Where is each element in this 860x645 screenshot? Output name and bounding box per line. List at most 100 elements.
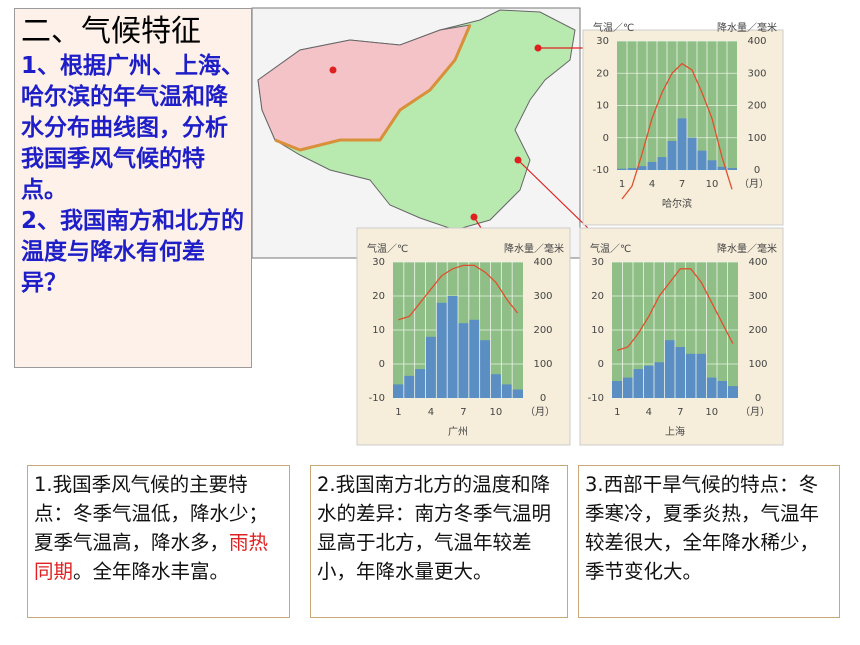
bar bbox=[414, 369, 426, 398]
x-tick-label: 1 bbox=[614, 407, 620, 418]
y2-tick-label: 100 bbox=[533, 359, 552, 370]
chart-title: 广州 bbox=[448, 426, 468, 438]
bar bbox=[675, 347, 686, 398]
y-tick-label: 10 bbox=[591, 325, 604, 336]
bar bbox=[657, 157, 667, 170]
bar bbox=[617, 168, 627, 170]
y2-tick-label: 300 bbox=[747, 68, 766, 79]
answer-text: 2.我国南方北方的温度和降水的差异：南方冬季气温明显高于北方，气温年较差小，年降… bbox=[317, 473, 552, 583]
x-tick-label: 10 bbox=[705, 407, 718, 418]
y-tick-label: 0 bbox=[379, 359, 385, 370]
bar bbox=[727, 168, 737, 170]
bar bbox=[697, 150, 707, 170]
chart-title: 哈尔滨 bbox=[662, 197, 692, 210]
bar bbox=[393, 384, 404, 398]
y-tick-label: 20 bbox=[591, 291, 604, 302]
y-axis-label: 气温／℃ bbox=[367, 242, 408, 255]
y-axis-label: 气温／℃ bbox=[590, 242, 631, 255]
bar bbox=[654, 362, 665, 398]
x-unit: （月） bbox=[739, 178, 769, 190]
y-tick-label: 30 bbox=[596, 36, 609, 47]
bar bbox=[447, 296, 458, 398]
y2-tick-label: 0 bbox=[754, 165, 760, 176]
y2-tick-label: 400 bbox=[533, 257, 552, 268]
y2-tick-label: 0 bbox=[540, 393, 546, 404]
bar bbox=[633, 369, 644, 398]
y-tick-label: 0 bbox=[598, 359, 604, 370]
y-axis-label: 气温／℃ bbox=[593, 21, 634, 34]
x-tick-label: 10 bbox=[706, 179, 719, 190]
y2-tick-label: 400 bbox=[747, 36, 766, 47]
y-tick-label: -10 bbox=[588, 393, 604, 404]
y-tick-label: 20 bbox=[596, 68, 609, 79]
y2-tick-label: 0 bbox=[755, 393, 761, 404]
y2-tick-label: 300 bbox=[748, 291, 767, 302]
x-tick-label: 7 bbox=[677, 407, 683, 418]
bar bbox=[501, 384, 513, 398]
bar bbox=[685, 353, 696, 398]
bar bbox=[490, 374, 502, 398]
y-tick-label: 10 bbox=[372, 325, 385, 336]
map bbox=[251, 7, 602, 259]
y2-tick-label: 200 bbox=[748, 325, 767, 336]
answer-box: 1.我国季风气候的主要特点：冬季气温低，降水少；夏季气温高，降水多，雨热同期。全… bbox=[27, 465, 290, 618]
y-tick-label: 0 bbox=[603, 133, 609, 144]
bar bbox=[696, 353, 707, 398]
bar bbox=[717, 166, 727, 170]
temperature-line bbox=[621, 62, 733, 200]
bar bbox=[622, 377, 633, 398]
x-unit: （月） bbox=[740, 406, 770, 418]
answer-text: 1.我国季风气候的主要特点：冬季气温低，降水少；夏季气温高，降水多， bbox=[34, 473, 269, 554]
answer-box: 3.西部干旱气候的特点：冬季寒冷，夏季炎热，气温年较差很大，全年降水稀少，季节变… bbox=[578, 465, 840, 618]
bar bbox=[425, 336, 437, 398]
bar bbox=[512, 389, 523, 398]
answer-text: 3.西部干旱气候的特点：冬季寒冷，夏季炎热，气温年较差很大，全年降水稀少，季节变… bbox=[585, 473, 820, 583]
x-tick-label: 10 bbox=[490, 407, 503, 418]
y-tick-label: -10 bbox=[369, 393, 385, 404]
bar bbox=[727, 386, 738, 398]
question: 2、我国南方和北方的温度与降水有何差异？ bbox=[21, 208, 245, 296]
temperature-line bbox=[617, 268, 734, 352]
question: 1、根据广州、上海、哈尔滨的年气温和降水分布曲线图，分析我国季风气候的特点。 bbox=[21, 53, 245, 203]
y2-axis-label: 降水量／毫米 bbox=[504, 242, 564, 255]
bar bbox=[637, 166, 647, 170]
bar bbox=[717, 381, 728, 398]
bar bbox=[479, 340, 491, 398]
x-tick-label: 7 bbox=[679, 179, 685, 190]
bar bbox=[627, 168, 637, 170]
x-tick-label: 1 bbox=[395, 407, 401, 418]
bar bbox=[647, 161, 657, 170]
section-title: 二、气候特征 bbox=[21, 14, 201, 49]
y-tick-label: 30 bbox=[372, 257, 385, 268]
x-tick-label: 4 bbox=[646, 407, 652, 418]
y2-tick-label: 300 bbox=[533, 291, 552, 302]
x-unit: （月） bbox=[525, 406, 555, 418]
question-panel: 二、气候特征 1、根据广州、上海、哈尔滨的年气温和降水分布曲线图，分析我国季风气… bbox=[14, 8, 252, 368]
bar bbox=[667, 140, 677, 170]
x-tick-label: 7 bbox=[460, 407, 466, 418]
y-tick-label: 10 bbox=[596, 101, 609, 112]
y2-tick-label: 400 bbox=[748, 257, 767, 268]
chart-title: 上海 bbox=[665, 425, 685, 438]
bar bbox=[664, 340, 675, 398]
y-tick-label: 20 bbox=[372, 291, 385, 302]
bar bbox=[468, 319, 480, 398]
bar bbox=[687, 137, 697, 170]
answer-text: 。全年降水丰富。 bbox=[73, 560, 230, 583]
x-tick-label: 4 bbox=[428, 407, 434, 418]
boundary bbox=[274, 24, 472, 152]
bar bbox=[677, 118, 687, 170]
bar bbox=[707, 160, 717, 170]
highlight: 雨热同期 bbox=[34, 531, 269, 583]
y2-tick-label: 100 bbox=[748, 359, 767, 370]
y2-tick-label: 100 bbox=[747, 133, 766, 144]
y2-axis-label: 降水量／毫米 bbox=[717, 21, 777, 34]
y2-tick-label: 200 bbox=[747, 101, 766, 112]
answer-box: 2.我国南方北方的温度和降水的差异：南方冬季气温明显高于北方，气温年较差小，年降… bbox=[310, 465, 568, 618]
bar bbox=[403, 375, 415, 398]
